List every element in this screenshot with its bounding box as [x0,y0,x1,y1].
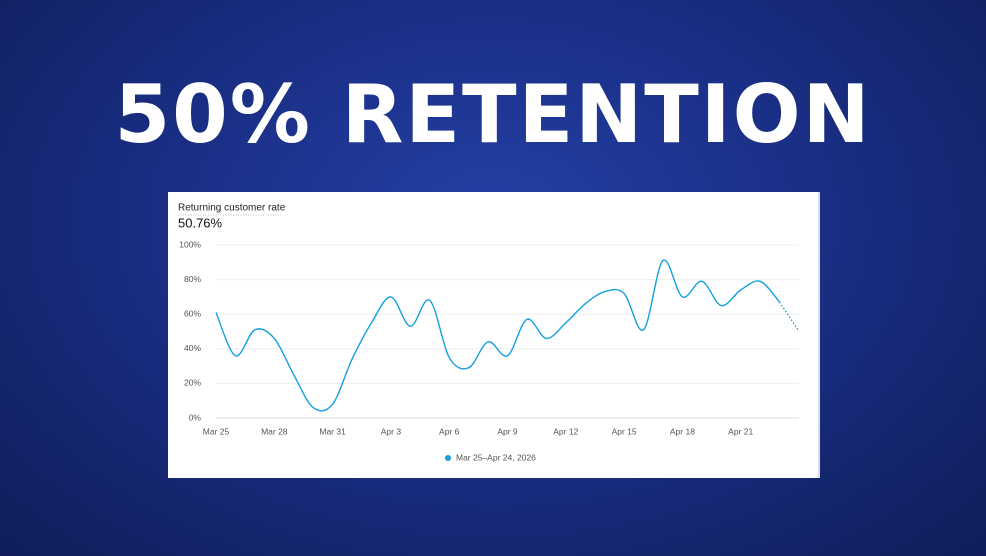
headline: 50% RETENTION [114,68,872,161]
x-tick-label: Apr 15 [612,426,637,436]
y-tick-label: 60% [184,308,201,318]
legend-swatch [445,455,451,461]
chart-value: 50.76% [178,215,223,230]
x-tick-label: Apr 12 [553,426,578,436]
line-series [778,301,800,332]
chart: Returning customer rate 50.76% 0% 20% 40% 6… [178,203,800,462]
x-tick-label: Apr 9 [497,426,518,436]
x-tick-label: Mar 25 [203,426,230,436]
x-tick-label: Apr 3 [381,426,402,436]
chart-card: Returning customer rate 50.76% 0% 20% 40% 6… [168,192,818,478]
y-tick-label: 80% [184,274,201,284]
x-tick-label: Mar 28 [261,426,288,436]
y-tick-label: 100% [179,239,201,249]
y-tick-label: 20% [184,378,201,388]
x-tick-label: Mar 31 [319,426,346,436]
chart-title: Returning customer rate [178,203,286,214]
x-tick-label: Apr 18 [670,426,695,436]
y-tick-label: 40% [184,343,201,353]
line-series [215,259,781,412]
x-tick-label: Apr 6 [439,426,460,436]
legend-label: Mar 25–Apr 24, 2026 [456,452,536,462]
x-tick-label: Apr 21 [728,426,753,436]
y-tick-label: 0% [189,412,202,422]
